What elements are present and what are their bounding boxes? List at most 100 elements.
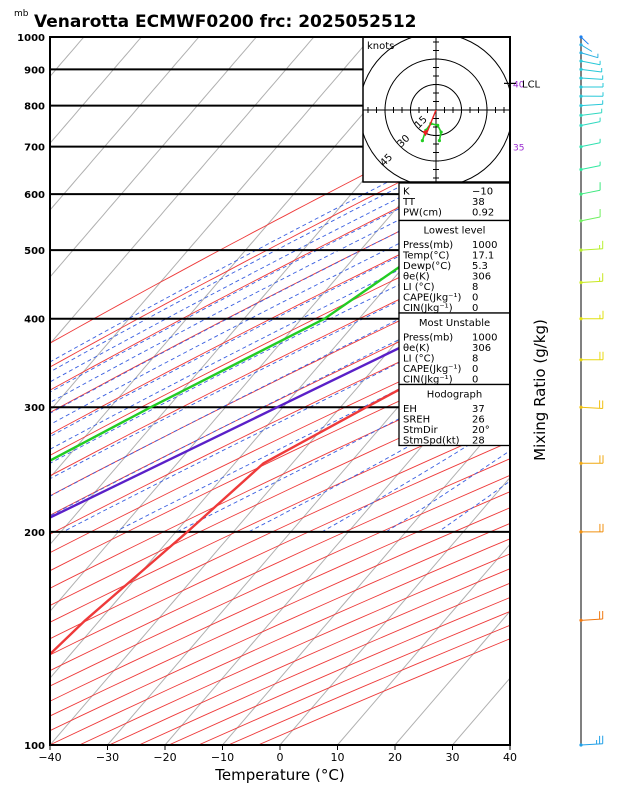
wind-barb-dot	[579, 85, 583, 89]
hodo-point	[436, 123, 440, 127]
chart-title: Venarotta ECMWF0200 frc: 2025052512	[34, 12, 417, 32]
x-tick-label: −20	[153, 751, 176, 764]
wind-barb	[579, 43, 593, 52]
isotherm-line	[222, 409, 510, 745]
wind-barb	[579, 310, 604, 321]
moist-adiabat-line	[50, 142, 510, 383]
x-tick-label: 0	[277, 751, 284, 764]
side-label: 35	[513, 144, 524, 154]
indices-box	[398, 182, 511, 222]
x-tick-label: −10	[211, 751, 234, 764]
hodo-ring	[384, 58, 488, 162]
stat-label: CAPE(Jkg⁻¹)	[403, 293, 461, 304]
wind-barb	[579, 108, 603, 117]
wind-barb-dot	[579, 43, 583, 47]
isotherm-line	[50, 37, 142, 145]
wind-barb-staff	[580, 103, 603, 107]
wind-barb	[579, 51, 599, 59]
stat-value: 0	[472, 303, 478, 314]
stat-value: 0	[472, 293, 478, 304]
wind-barb	[579, 117, 601, 128]
wind-barb	[579, 59, 601, 66]
isotherm-line	[50, 37, 315, 345]
isotherm-line	[50, 37, 200, 211]
moist-adiabat-line	[50, 153, 510, 393]
x-tick-label: 30	[446, 751, 460, 764]
stat-label: CIN(Jkg⁻¹)	[403, 303, 453, 314]
wind-barb-dot	[579, 219, 583, 223]
stat-value: 38	[472, 197, 485, 208]
wind-barb-staff	[580, 406, 603, 409]
stat-value: 8	[472, 282, 478, 293]
wind-barb	[579, 35, 589, 45]
profile-lines	[50, 188, 510, 656]
lcl-label: LCL	[522, 79, 541, 90]
mixing-ratio-labels: 12346810121416182025303540	[513, 80, 525, 154]
wind-barb-dot	[579, 167, 583, 172]
wind-barb-staff	[580, 52, 599, 59]
wind-barb	[579, 455, 604, 465]
wind-barb-staff	[580, 36, 589, 45]
mixing-ratio-axis-title: Mixing Ratio (g/kg)	[531, 319, 549, 461]
wind-barb	[579, 182, 601, 196]
wind-barb-dot	[579, 248, 583, 252]
wind-barb-staff	[580, 618, 603, 621]
dry-adiabat-line	[50, 330, 510, 554]
wind-barb-dot	[579, 59, 583, 63]
moist-adiabat-line	[50, 214, 510, 450]
wind-barb-dot	[579, 67, 583, 71]
pressure-tick-label: 100	[24, 741, 45, 752]
dry-adiabat-line	[50, 522, 510, 732]
wind-barb	[579, 735, 604, 747]
stat-label: CIN(Jkg⁻¹)	[403, 375, 453, 386]
stat-value: 1000	[472, 240, 497, 251]
dry-adiabat-line	[50, 387, 510, 606]
wind-barb-dot	[579, 94, 583, 98]
dry-adiabat-line	[50, 423, 510, 640]
wind-barb	[579, 100, 604, 108]
stat-value: −10	[472, 187, 493, 198]
stat-value: 306	[472, 272, 491, 283]
dry-adiabat-line	[50, 152, 510, 391]
isotherm-line	[50, 37, 372, 412]
stat-value: 0	[472, 375, 478, 386]
stat-label: Press(mb)	[403, 240, 453, 251]
temperature-profile	[50, 328, 510, 656]
wind-barb-staff	[580, 142, 601, 148]
wind-barb-staff	[580, 44, 593, 52]
wind-barb-staff	[580, 216, 601, 222]
wind-barb-staff	[580, 121, 601, 126]
stat-value: 0.92	[472, 208, 494, 219]
stat-value: 5.3	[472, 261, 488, 272]
moist-adiabat-line	[50, 263, 510, 497]
wind-barb-staff	[580, 112, 602, 116]
x-tick-label: 10	[331, 751, 345, 764]
wind-barb	[579, 138, 601, 149]
isotherm-line	[164, 343, 510, 745]
stat-value: 0	[472, 364, 478, 375]
stat-label: K	[403, 187, 410, 198]
moist-adiabat-line	[50, 164, 510, 403]
pressure-tick-label: 500	[24, 246, 45, 257]
hodograph-units: knots	[367, 41, 394, 52]
hodograph-stats-header: Hodograph	[427, 390, 482, 401]
wind-barb	[579, 75, 604, 80]
wind-barb-staff	[580, 189, 601, 195]
dry-adiabat-line	[50, 349, 510, 572]
stat-label: θe(K)	[403, 343, 430, 354]
wind-barb-dot	[579, 76, 583, 80]
most-unstable-header: Most Unstable	[419, 318, 490, 329]
wind-barb-dot	[579, 743, 583, 747]
wind-barb-dot	[579, 280, 583, 285]
dry-adiabat-line	[50, 246, 510, 477]
pressure-tick-label: 600	[24, 190, 45, 201]
wind-barb-dot	[579, 123, 583, 128]
stats-panel: K −10 TT 38 PW(cm) 0.92 Lowest level Press(mb) 1…	[398, 182, 511, 447]
hodo-point	[439, 130, 443, 134]
x-tick-label: −30	[96, 751, 119, 764]
isotherm-line	[509, 744, 510, 745]
x-tick-label: 40	[503, 751, 517, 764]
wind-barbs	[579, 35, 604, 747]
wind-barb-dot	[579, 461, 583, 465]
